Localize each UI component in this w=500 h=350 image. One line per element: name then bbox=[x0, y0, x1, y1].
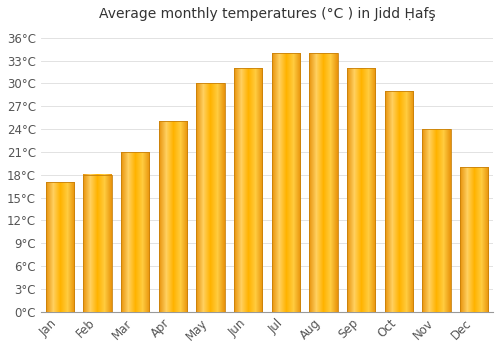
Bar bbox=[460, 167, 488, 312]
Bar bbox=[84, 175, 112, 312]
Bar bbox=[121, 152, 150, 312]
Bar bbox=[158, 121, 187, 312]
Bar bbox=[234, 68, 262, 312]
Bar bbox=[272, 53, 300, 312]
Bar bbox=[310, 53, 338, 312]
Bar bbox=[196, 83, 224, 312]
Title: Average monthly temperatures (°C ) in Jidd Ḥafş: Average monthly temperatures (°C ) in Ji… bbox=[98, 7, 435, 21]
Bar bbox=[422, 129, 450, 312]
Bar bbox=[347, 68, 376, 312]
Bar bbox=[384, 91, 413, 312]
Bar bbox=[46, 182, 74, 312]
